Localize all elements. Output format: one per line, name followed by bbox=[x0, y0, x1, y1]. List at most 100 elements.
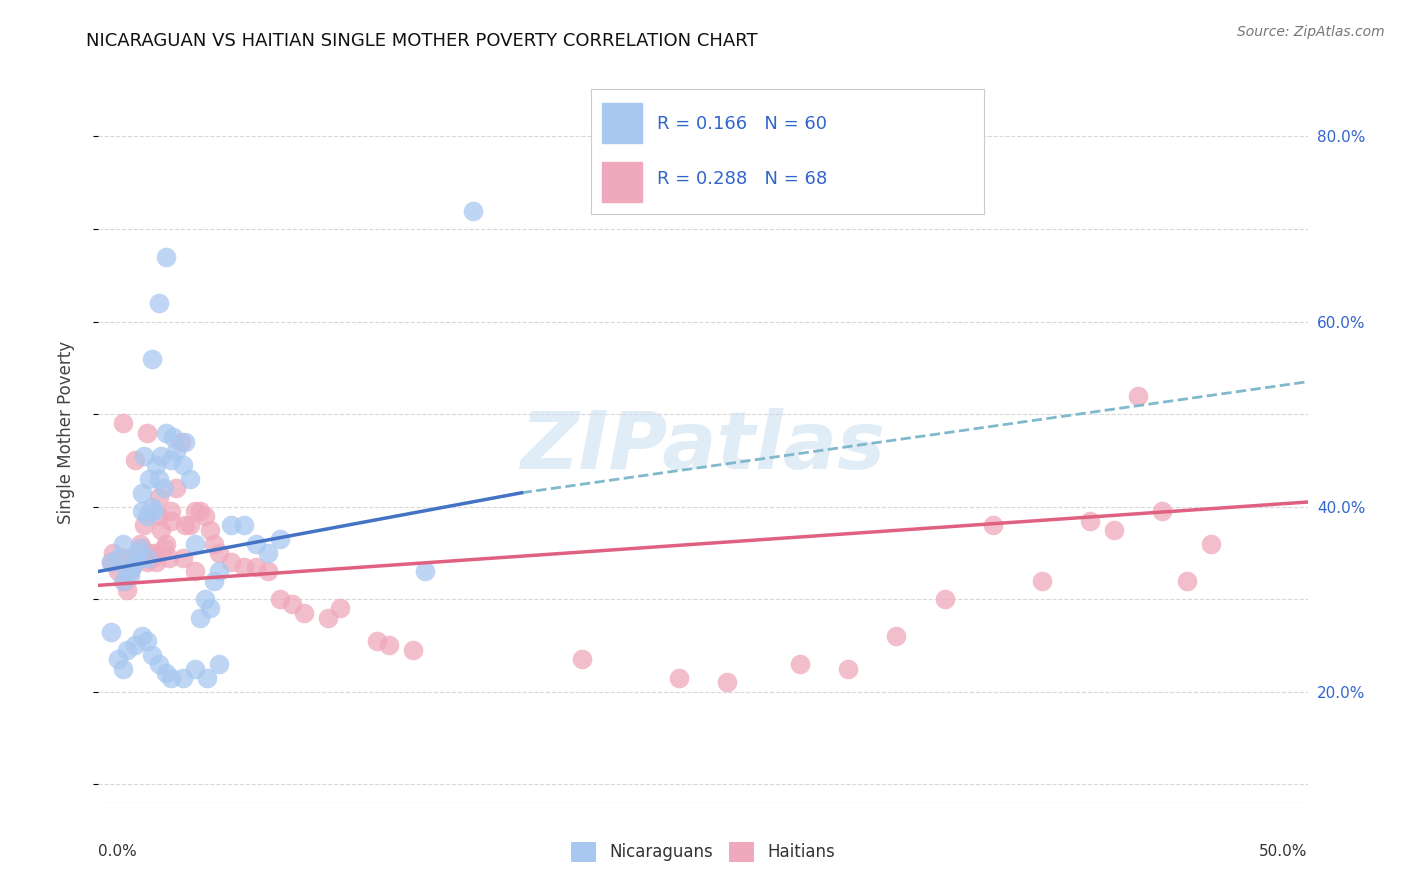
Point bbox=[135, 425, 157, 440]
Point bbox=[145, 458, 167, 472]
Point bbox=[148, 472, 170, 486]
Point bbox=[107, 652, 129, 666]
Point bbox=[174, 434, 197, 449]
Point bbox=[204, 574, 226, 588]
Point bbox=[366, 633, 388, 648]
Text: NICARAGUAN VS HAITIAN SINGLE MOTHER POVERTY CORRELATION CHART: NICARAGUAN VS HAITIAN SINGLE MOTHER POVE… bbox=[86, 32, 758, 50]
Point bbox=[148, 508, 170, 523]
Point bbox=[124, 555, 146, 569]
Point bbox=[179, 472, 201, 486]
Point bbox=[138, 472, 160, 486]
Text: R = 0.166   N = 60: R = 0.166 N = 60 bbox=[658, 115, 828, 133]
Point bbox=[148, 657, 170, 671]
Point bbox=[135, 633, 157, 648]
Text: ZIPatlas: ZIPatlas bbox=[520, 409, 886, 486]
Point bbox=[118, 565, 141, 579]
Point bbox=[141, 500, 163, 514]
Point bbox=[221, 555, 243, 569]
Point bbox=[1199, 536, 1222, 550]
Point bbox=[141, 550, 163, 565]
Point bbox=[124, 555, 146, 569]
Point bbox=[221, 518, 243, 533]
Point bbox=[198, 601, 221, 615]
Point bbox=[111, 536, 134, 550]
Point bbox=[179, 518, 201, 533]
Y-axis label: Single Mother Poverty: Single Mother Poverty bbox=[56, 341, 75, 524]
Point bbox=[716, 675, 738, 690]
Point bbox=[188, 610, 211, 624]
Point bbox=[172, 550, 194, 565]
Point bbox=[135, 555, 157, 569]
Point bbox=[934, 592, 956, 607]
Point bbox=[150, 449, 173, 463]
Point bbox=[145, 555, 167, 569]
Point bbox=[1078, 514, 1101, 528]
Point bbox=[131, 504, 153, 518]
Point bbox=[143, 546, 166, 560]
Point bbox=[571, 652, 593, 666]
Point bbox=[256, 546, 278, 560]
Point bbox=[157, 550, 180, 565]
Point bbox=[107, 550, 129, 565]
Point bbox=[837, 662, 859, 676]
Point bbox=[204, 536, 226, 550]
Point bbox=[121, 559, 143, 574]
Point bbox=[160, 453, 183, 467]
Point bbox=[208, 546, 231, 560]
Point bbox=[184, 504, 207, 518]
Point bbox=[155, 536, 177, 550]
Point bbox=[195, 671, 218, 685]
Bar bbox=[602, 103, 641, 143]
Point bbox=[148, 296, 170, 310]
Point bbox=[152, 541, 174, 556]
Text: Source: ZipAtlas.com: Source: ZipAtlas.com bbox=[1237, 25, 1385, 39]
Point bbox=[124, 453, 146, 467]
Point bbox=[143, 504, 166, 518]
Point bbox=[111, 662, 134, 676]
Point bbox=[141, 351, 163, 366]
Point bbox=[148, 491, 170, 505]
Legend: Nicaraguans, Haitians: Nicaraguans, Haitians bbox=[564, 835, 842, 869]
Point bbox=[668, 671, 690, 685]
Point bbox=[118, 569, 141, 583]
Point bbox=[329, 601, 352, 615]
Point bbox=[188, 504, 211, 518]
Text: 50.0%: 50.0% bbox=[1260, 845, 1308, 860]
Point bbox=[413, 565, 436, 579]
Point bbox=[162, 430, 184, 444]
Point bbox=[316, 610, 339, 624]
Point bbox=[124, 639, 146, 653]
Point bbox=[245, 559, 267, 574]
Point bbox=[117, 643, 139, 657]
Point bbox=[128, 541, 150, 556]
Point bbox=[135, 508, 157, 523]
Point bbox=[134, 449, 156, 463]
Point bbox=[117, 565, 139, 579]
Text: 0.0%: 0.0% bbox=[98, 845, 138, 860]
Point bbox=[100, 624, 122, 639]
Point bbox=[150, 523, 173, 537]
Point bbox=[256, 565, 278, 579]
Point bbox=[232, 518, 254, 533]
Point bbox=[160, 671, 183, 685]
Point bbox=[402, 643, 425, 657]
Point bbox=[269, 592, 291, 607]
Point bbox=[1031, 574, 1053, 588]
Point bbox=[1152, 504, 1174, 518]
Point bbox=[100, 555, 122, 569]
Point bbox=[165, 444, 187, 458]
Point bbox=[269, 532, 291, 546]
Point bbox=[134, 518, 156, 533]
Point bbox=[208, 565, 231, 579]
Point bbox=[184, 536, 207, 550]
Point bbox=[184, 662, 207, 676]
Point bbox=[169, 434, 191, 449]
Point bbox=[184, 565, 207, 579]
Point bbox=[245, 536, 267, 550]
Point bbox=[1102, 523, 1125, 537]
Point bbox=[160, 514, 183, 528]
Point bbox=[292, 606, 315, 620]
Point bbox=[172, 458, 194, 472]
Point bbox=[141, 648, 163, 662]
Point bbox=[138, 546, 160, 560]
